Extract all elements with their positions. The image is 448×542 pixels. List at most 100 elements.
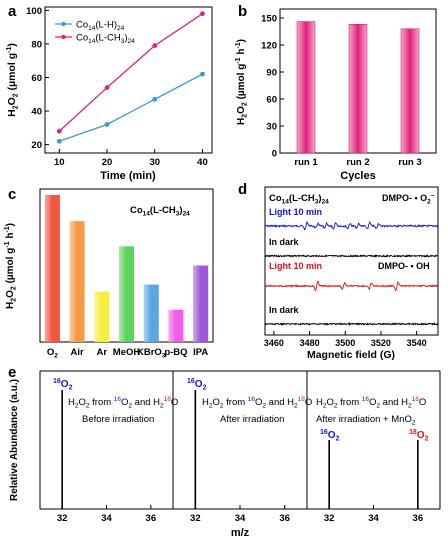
- panel-e-peaks: [61, 390, 419, 509]
- d-xtick-label: 3540: [407, 338, 427, 348]
- e-xtick-label: 36: [413, 513, 424, 524]
- panel-e-ylabel: Relative Abundance (a.u.): [9, 379, 20, 501]
- panel-a-ylabel: H2O2 (µmol g-1): [6, 43, 20, 117]
- e2-peak-label-o2: 16O2: [187, 378, 207, 392]
- b-ytick-label: 120: [261, 41, 277, 52]
- panel-d-xlabel: Magnetic field (G): [307, 349, 395, 361]
- a-xtick-label: 30: [149, 157, 160, 168]
- panel-e-letter: e: [8, 364, 16, 381]
- e-xtick-label: 36: [146, 513, 157, 524]
- panel-b: b 0 30 60 90 120 150 run 1 run 2 run 3 Cycles H2…: [235, 3, 437, 182]
- panel-d-frame: [264, 186, 439, 336]
- c-bar-tint-5: [168, 309, 184, 342]
- panel-a-series: [56, 11, 205, 144]
- e-xtick-label: 36: [279, 513, 290, 524]
- a-xtick-label: 10: [54, 157, 65, 168]
- panel-d-sample-label: Co14(L-CH3)24: [269, 193, 329, 206]
- c-bar-tint-2: [94, 291, 110, 342]
- panel-a-letter: a: [8, 3, 17, 20]
- a-point: [56, 128, 62, 134]
- a-ytick-label: 60: [31, 73, 42, 84]
- panel-d-dark-bottom-label: In dark: [269, 305, 300, 315]
- c-xtick-label: Air: [70, 347, 84, 358]
- panel-c-bars: [44, 195, 209, 342]
- b-ytick-label: 30: [266, 122, 277, 133]
- e-xtick-label: 34: [235, 513, 246, 524]
- legend-label-l-ch3: Co14(L-CH3)24: [76, 33, 135, 46]
- a-point: [104, 85, 110, 90]
- e2-condition: After irradiation: [220, 414, 284, 425]
- a-point: [56, 138, 62, 144]
- panel-c-ylabel: H2O2 (µmol g-1 h-1): [4, 223, 18, 309]
- panel-a-xlabel: Time (min): [100, 170, 156, 182]
- d-trace-hydroxyl-light: [264, 280, 439, 292]
- a-ytick-label: 80: [31, 39, 42, 50]
- c-xtick-label: IPA: [193, 347, 208, 358]
- a-point: [200, 71, 205, 77]
- d-xtick-label: 3520: [371, 338, 391, 348]
- a-series-line-1: [58, 13, 203, 132]
- panel-d-axes: 3460 3480 3500 3520 3540: [264, 331, 427, 348]
- e-xtick-label: 34: [368, 513, 379, 524]
- a-ytick-label: 100: [26, 6, 42, 17]
- b-xtick-label: run 2: [346, 157, 369, 168]
- panel-e-xlabel: m/z: [231, 527, 250, 539]
- panel-a-legend: Co14(L-H)24 Co14(L-CH3)24: [55, 20, 135, 46]
- e2-description: H2O2 from 16O2 and H218O: [202, 396, 312, 410]
- c-xtick-label: p-BQ: [164, 347, 187, 358]
- c-bar-tint-4: [143, 284, 159, 342]
- panel-d-dmpo-oh-label: DMPO- • OH: [378, 261, 430, 271]
- b-bar-2: [348, 24, 368, 154]
- panel-b-letter: b: [238, 3, 247, 20]
- e-xtick-label: 34: [101, 513, 112, 524]
- panel-d-dmpo-o2-label: DMPO- • O2−: [382, 193, 435, 206]
- panel-a-frame: [44, 6, 213, 154]
- e3-condition: After irradiation + MnO2: [316, 414, 416, 427]
- legend-marker-l-h: [61, 21, 66, 27]
- panel-b-bars: [296, 21, 420, 154]
- panel-a: a 10 20 30 40 20 40 60 80 100 Co14(L-H)24 Co14(L…: [6, 3, 213, 182]
- panel-d-dark-top-label: In dark: [269, 237, 300, 247]
- e3-peak-label-o2-16: 16O2: [320, 429, 340, 443]
- panel-e-frame: [39, 370, 441, 510]
- e1-description: H2O2 from 16O2 and H218O: [68, 396, 178, 410]
- a-ytick-label: 40: [31, 107, 42, 118]
- panel-b-axes: 0 30 60 90 120 150 run 1 run 2 run 3: [261, 14, 421, 169]
- panel-d-light-top-label: Light 10 min: [269, 207, 322, 217]
- panel-d-letter: d: [238, 181, 247, 198]
- b-bar-1: [296, 21, 316, 154]
- e3-description: H2O2 from 16O2 and H218O: [316, 396, 426, 410]
- d-xtick-label: 3480: [300, 338, 320, 348]
- d-trace-superoxide-light: [264, 220, 439, 231]
- a-point: [104, 122, 110, 127]
- a-series-line-0: [59, 73, 203, 142]
- panel-a-axes: 10 20 30 40 20 40 60 80 100: [26, 6, 208, 168]
- panel-b-ylabel: H2O2 (µmol g-1 h-1): [235, 39, 249, 125]
- e-xtick-label: 32: [190, 513, 201, 524]
- c-xtick-label: KBrO3: [137, 347, 166, 360]
- panel-d-light-bottom-label: Light 10 min: [269, 261, 322, 271]
- b-ytick-label: 90: [266, 68, 277, 79]
- b-ytick-label: 150: [261, 14, 277, 25]
- e-xtick-label: 32: [324, 513, 335, 524]
- b-ytick-label: 0: [272, 149, 277, 160]
- e1-peak-label-o2: 16O2: [53, 378, 73, 392]
- panel-d-traces: [264, 220, 439, 327]
- b-bar-3: [400, 28, 420, 154]
- a-ytick-label: 20: [31, 140, 42, 151]
- b-xtick-label: run 3: [398, 157, 421, 168]
- panel-e: e 32 34 36 32 34 36 32 34 36 16O2 H2O2 from 16O2…: [8, 364, 441, 539]
- b-xtick-label: run 1: [294, 157, 318, 168]
- c-bar-tint-3: [119, 246, 134, 342]
- d-trace-hydroxyl-dark: [264, 321, 439, 327]
- c-bar-tint-0: [44, 195, 60, 342]
- panel-b-xlabel: Cycles: [340, 170, 375, 182]
- d-trace-superoxide-dark: [265, 253, 439, 259]
- panel-d: d 3460 3480 3500 3520 3540 Co14(L-CH3)24 DMP…: [238, 181, 439, 361]
- panel-e-axes: 32 34 36 32 34 36 32 34 36: [57, 505, 423, 524]
- a-point: [200, 11, 205, 17]
- a-xtick-label: 20: [102, 157, 113, 168]
